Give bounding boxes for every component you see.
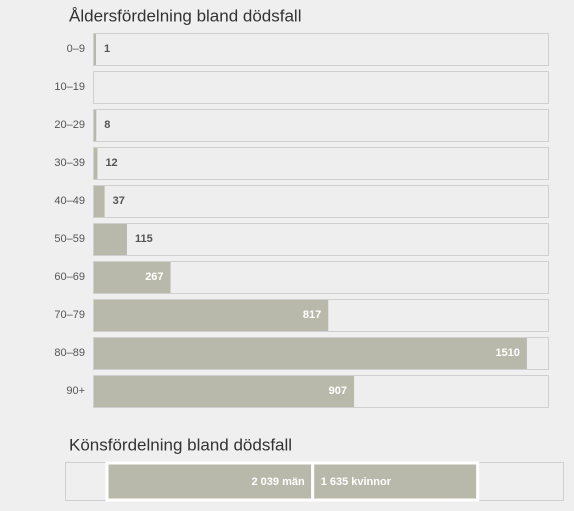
category-label: 20–29 bbox=[54, 119, 85, 131]
bar-track bbox=[93, 185, 549, 218]
category-label: 40–49 bbox=[54, 195, 85, 207]
value-label: 1 bbox=[104, 43, 110, 55]
bar bbox=[94, 262, 171, 293]
bar-track bbox=[93, 71, 549, 104]
value-label: 8 bbox=[104, 119, 110, 131]
category-label: 90+ bbox=[66, 385, 85, 397]
value-label: 267 bbox=[145, 271, 163, 283]
bar-track bbox=[93, 147, 549, 180]
bar bbox=[94, 34, 96, 65]
bar bbox=[94, 110, 97, 141]
bar bbox=[94, 186, 105, 217]
bar bbox=[94, 148, 98, 179]
bar bbox=[94, 300, 329, 331]
chart-title: Åldersfördelning bland dödsfall bbox=[69, 6, 302, 25]
category-label: 30–39 bbox=[54, 157, 85, 169]
category-label: 10–19 bbox=[54, 81, 85, 93]
value-label: 37 bbox=[113, 195, 125, 207]
category-label: 60–69 bbox=[54, 271, 85, 283]
bar-track bbox=[93, 33, 549, 66]
category-label: 0–9 bbox=[67, 43, 85, 55]
bar bbox=[94, 338, 527, 369]
value-label: 817 bbox=[303, 309, 321, 321]
bar-track bbox=[93, 109, 549, 142]
value-label: 907 bbox=[329, 385, 347, 397]
bar-track bbox=[93, 223, 549, 256]
bar bbox=[94, 376, 355, 407]
bar-segment bbox=[105, 461, 315, 502]
bar bbox=[94, 224, 127, 255]
chart-title: Könsfördelning bland dödsfall bbox=[69, 435, 292, 454]
value-label: 1 635 kvinnor bbox=[321, 476, 392, 488]
bar-segment bbox=[311, 461, 480, 502]
category-label: 70–79 bbox=[54, 309, 85, 321]
value-label: 12 bbox=[105, 157, 117, 169]
category-label: 50–59 bbox=[54, 233, 85, 245]
value-label: 115 bbox=[135, 233, 153, 245]
value-label: 2 039 män bbox=[251, 476, 304, 488]
value-label: 1510 bbox=[495, 347, 519, 359]
category-label: 80–89 bbox=[54, 347, 85, 359]
